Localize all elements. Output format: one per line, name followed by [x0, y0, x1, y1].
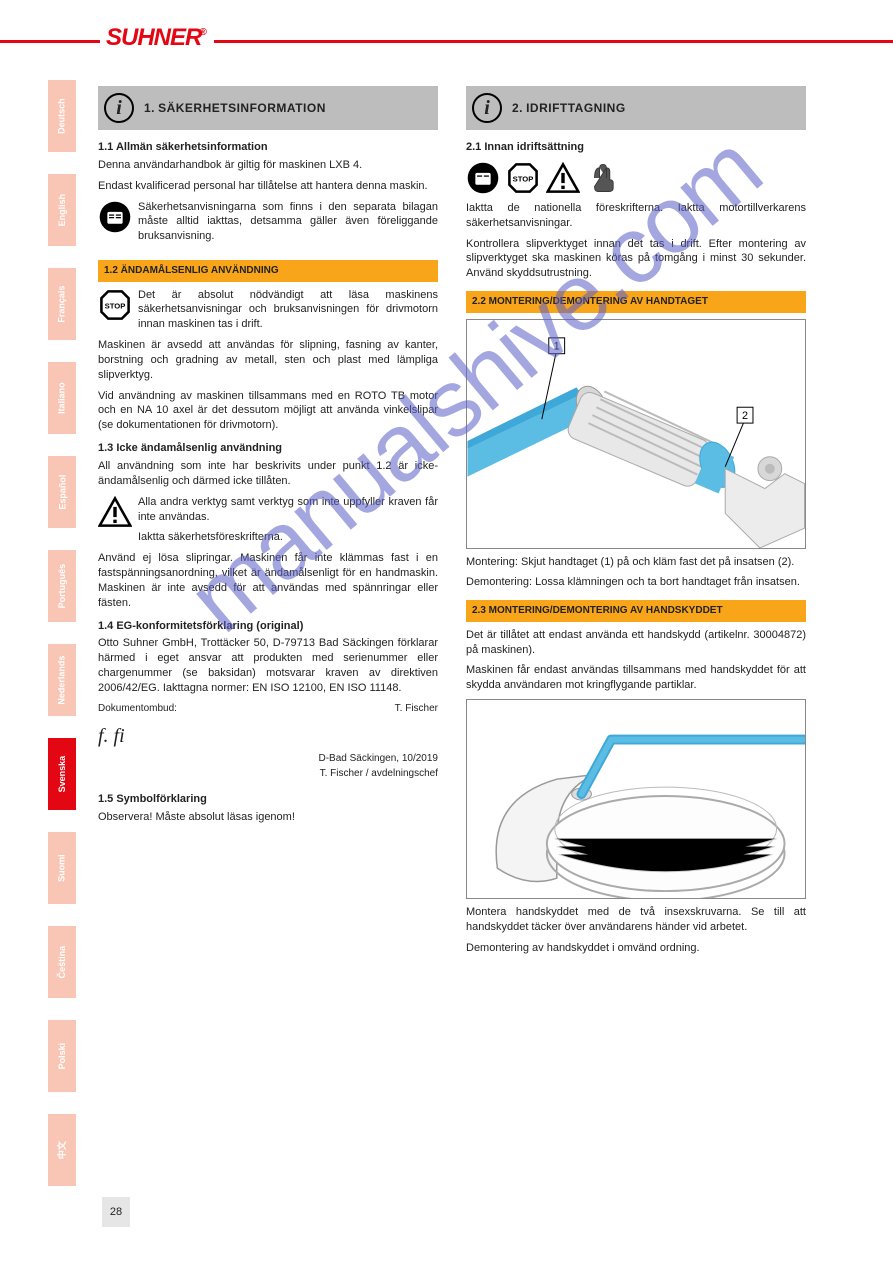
- para-2-1b: Kontrollera slipverktyget innan det tas …: [466, 237, 806, 282]
- para-1-3d: Använd ej lösa slipringar. Maskinen får …: [98, 551, 438, 610]
- para-2-3c: Montera handskyddet med de två insexskru…: [466, 905, 806, 935]
- heading-1-3: 1.3 Icke ändamålsenlig användning: [98, 441, 438, 456]
- tab-sv: Svenska: [48, 738, 76, 810]
- gloves-icon: [586, 161, 620, 195]
- stop-icon: STOP: [98, 288, 132, 322]
- para-2-1a: Iaktta de nationella föreskrifterna. Iak…: [466, 201, 806, 231]
- declaration-block: Dokumentombud: T. Fischer f. fi D-Bad Säc…: [98, 702, 438, 781]
- column-left: i 1. SÄKERHETSINFORMATION 1.1 Allmän säk…: [98, 86, 438, 831]
- tab-fr: Français: [48, 268, 76, 340]
- tab-it: Italiano: [48, 362, 76, 434]
- logo-word: SUHNER: [106, 24, 201, 51]
- page-number: 28: [102, 1197, 130, 1227]
- tab-de: Deutsch: [48, 80, 76, 152]
- para-2-3b: Maskinen får endast användas tillsammans…: [466, 663, 806, 693]
- para-1-3c: Iaktta säkerhetsföreskrifterna.: [138, 530, 438, 545]
- section-1-number: 1.: [144, 101, 155, 115]
- safety-icons-row: STOP: [466, 161, 806, 195]
- section-2-title: IDRIFTTAGNING: [526, 101, 626, 115]
- section-1-title: SÄKERHETSINFORMATION: [158, 101, 326, 115]
- signature: f. fi: [98, 723, 438, 750]
- decl-val-1: D-Bad Säckingen, 10/2019: [318, 752, 438, 766]
- section-2-header: i 2. IDRIFTTAGNING: [466, 86, 806, 130]
- para-1-1a: Denna användarhandbok är giltig för mask…: [98, 158, 438, 173]
- heading-1-2: 1.2 ÄNDAMÅLSENLIG ANVÄNDNING: [98, 260, 438, 282]
- heading-1-5: 1.5 Symbolförklaring: [98, 792, 438, 807]
- svg-text:STOP: STOP: [513, 174, 534, 183]
- figure-handle: 1 2: [466, 319, 806, 549]
- para-2-2b: Demontering: Lossa klämningen och ta bor…: [466, 575, 806, 590]
- logo-registered: ®: [199, 27, 205, 38]
- para-2-3a: Det är tillåtet att endast använda ett h…: [466, 628, 806, 658]
- para-1-2a: Det är absolut nödvändigt att läsa maski…: [138, 288, 438, 333]
- para-1-1b: Endast kvalificerad personal har tillåte…: [98, 179, 438, 194]
- para-1-2c: Vid användning av maskinen tillsammans m…: [98, 389, 438, 434]
- tab-pt: Português: [48, 550, 76, 622]
- svg-text:STOP: STOP: [105, 301, 126, 310]
- callout-1: 1: [554, 340, 560, 352]
- para-1-2b: Maskinen är avsedd att användas för slip…: [98, 338, 438, 383]
- tab-pl: Polski: [48, 1020, 76, 1092]
- tab-cs: Čeština: [48, 926, 76, 998]
- para-1-3a: All användning som inte har beskrivits u…: [98, 459, 438, 489]
- sym-0: Observera! Måste absolut läsas igenom!: [98, 810, 438, 825]
- heading-1-4: 1.4 EG-konformitetsförklaring (original): [98, 619, 438, 634]
- heading-2-3: 2.3 MONTERING/DEMONTERING AV HANDSKYDDET: [466, 600, 806, 622]
- stop-icon: STOP: [506, 161, 540, 195]
- tab-en: English: [48, 174, 76, 246]
- warning-icon: [98, 495, 132, 529]
- para-2-2a: Montering: Skjut handtaget (1) på och kl…: [466, 555, 806, 570]
- read-manual-icon: [98, 200, 132, 234]
- warning-icon: [546, 161, 580, 195]
- decl-val-0: T. Fischer: [395, 702, 438, 716]
- decl-val-2: T. Fischer / avdelningschef: [320, 767, 438, 781]
- para-1-4: Otto Suhner GmbH, Trottäcker 50, D-79713…: [98, 636, 438, 695]
- column-right: i 2. IDRIFTTAGNING 2.1 Innan idriftsättn…: [466, 86, 806, 962]
- callout-2: 2: [742, 410, 748, 422]
- section-2-number: 2.: [512, 101, 523, 115]
- logo-container: SUHNER®: [100, 22, 214, 56]
- tab-zh: 中文: [48, 1114, 76, 1186]
- tab-nl: Nederlands: [48, 644, 76, 716]
- para-1-1c: Säkerhetsanvisningarna som finns i den s…: [138, 200, 438, 245]
- figure-guard: [466, 699, 806, 899]
- para-1-3b: Alla andra verktyg samt verktyg som inte…: [138, 495, 438, 525]
- heading-1-1: 1.1 Allmän säkerhetsinformation: [98, 140, 438, 155]
- heading-2-2: 2.2 MONTERING/DEMONTERING AV HANDTAGET: [466, 291, 806, 313]
- para-2-3d: Demontering av handskyddet i omvänd ordn…: [466, 941, 806, 956]
- read-manual-icon: [466, 161, 500, 195]
- heading-2-1: 2.1 Innan idriftsättning: [466, 140, 806, 155]
- language-tabs: Deutsch English Français Italiano Españo…: [48, 80, 76, 1208]
- info-icon-2: i: [472, 93, 502, 123]
- tab-fi: Suomi: [48, 832, 76, 904]
- logo-text: SUHNER®: [106, 24, 208, 51]
- tab-es: Español: [48, 456, 76, 528]
- decl-label-0: Dokumentombud:: [98, 702, 177, 716]
- info-icon: i: [104, 93, 134, 123]
- section-1-header: i 1. SÄKERHETSINFORMATION: [98, 86, 438, 130]
